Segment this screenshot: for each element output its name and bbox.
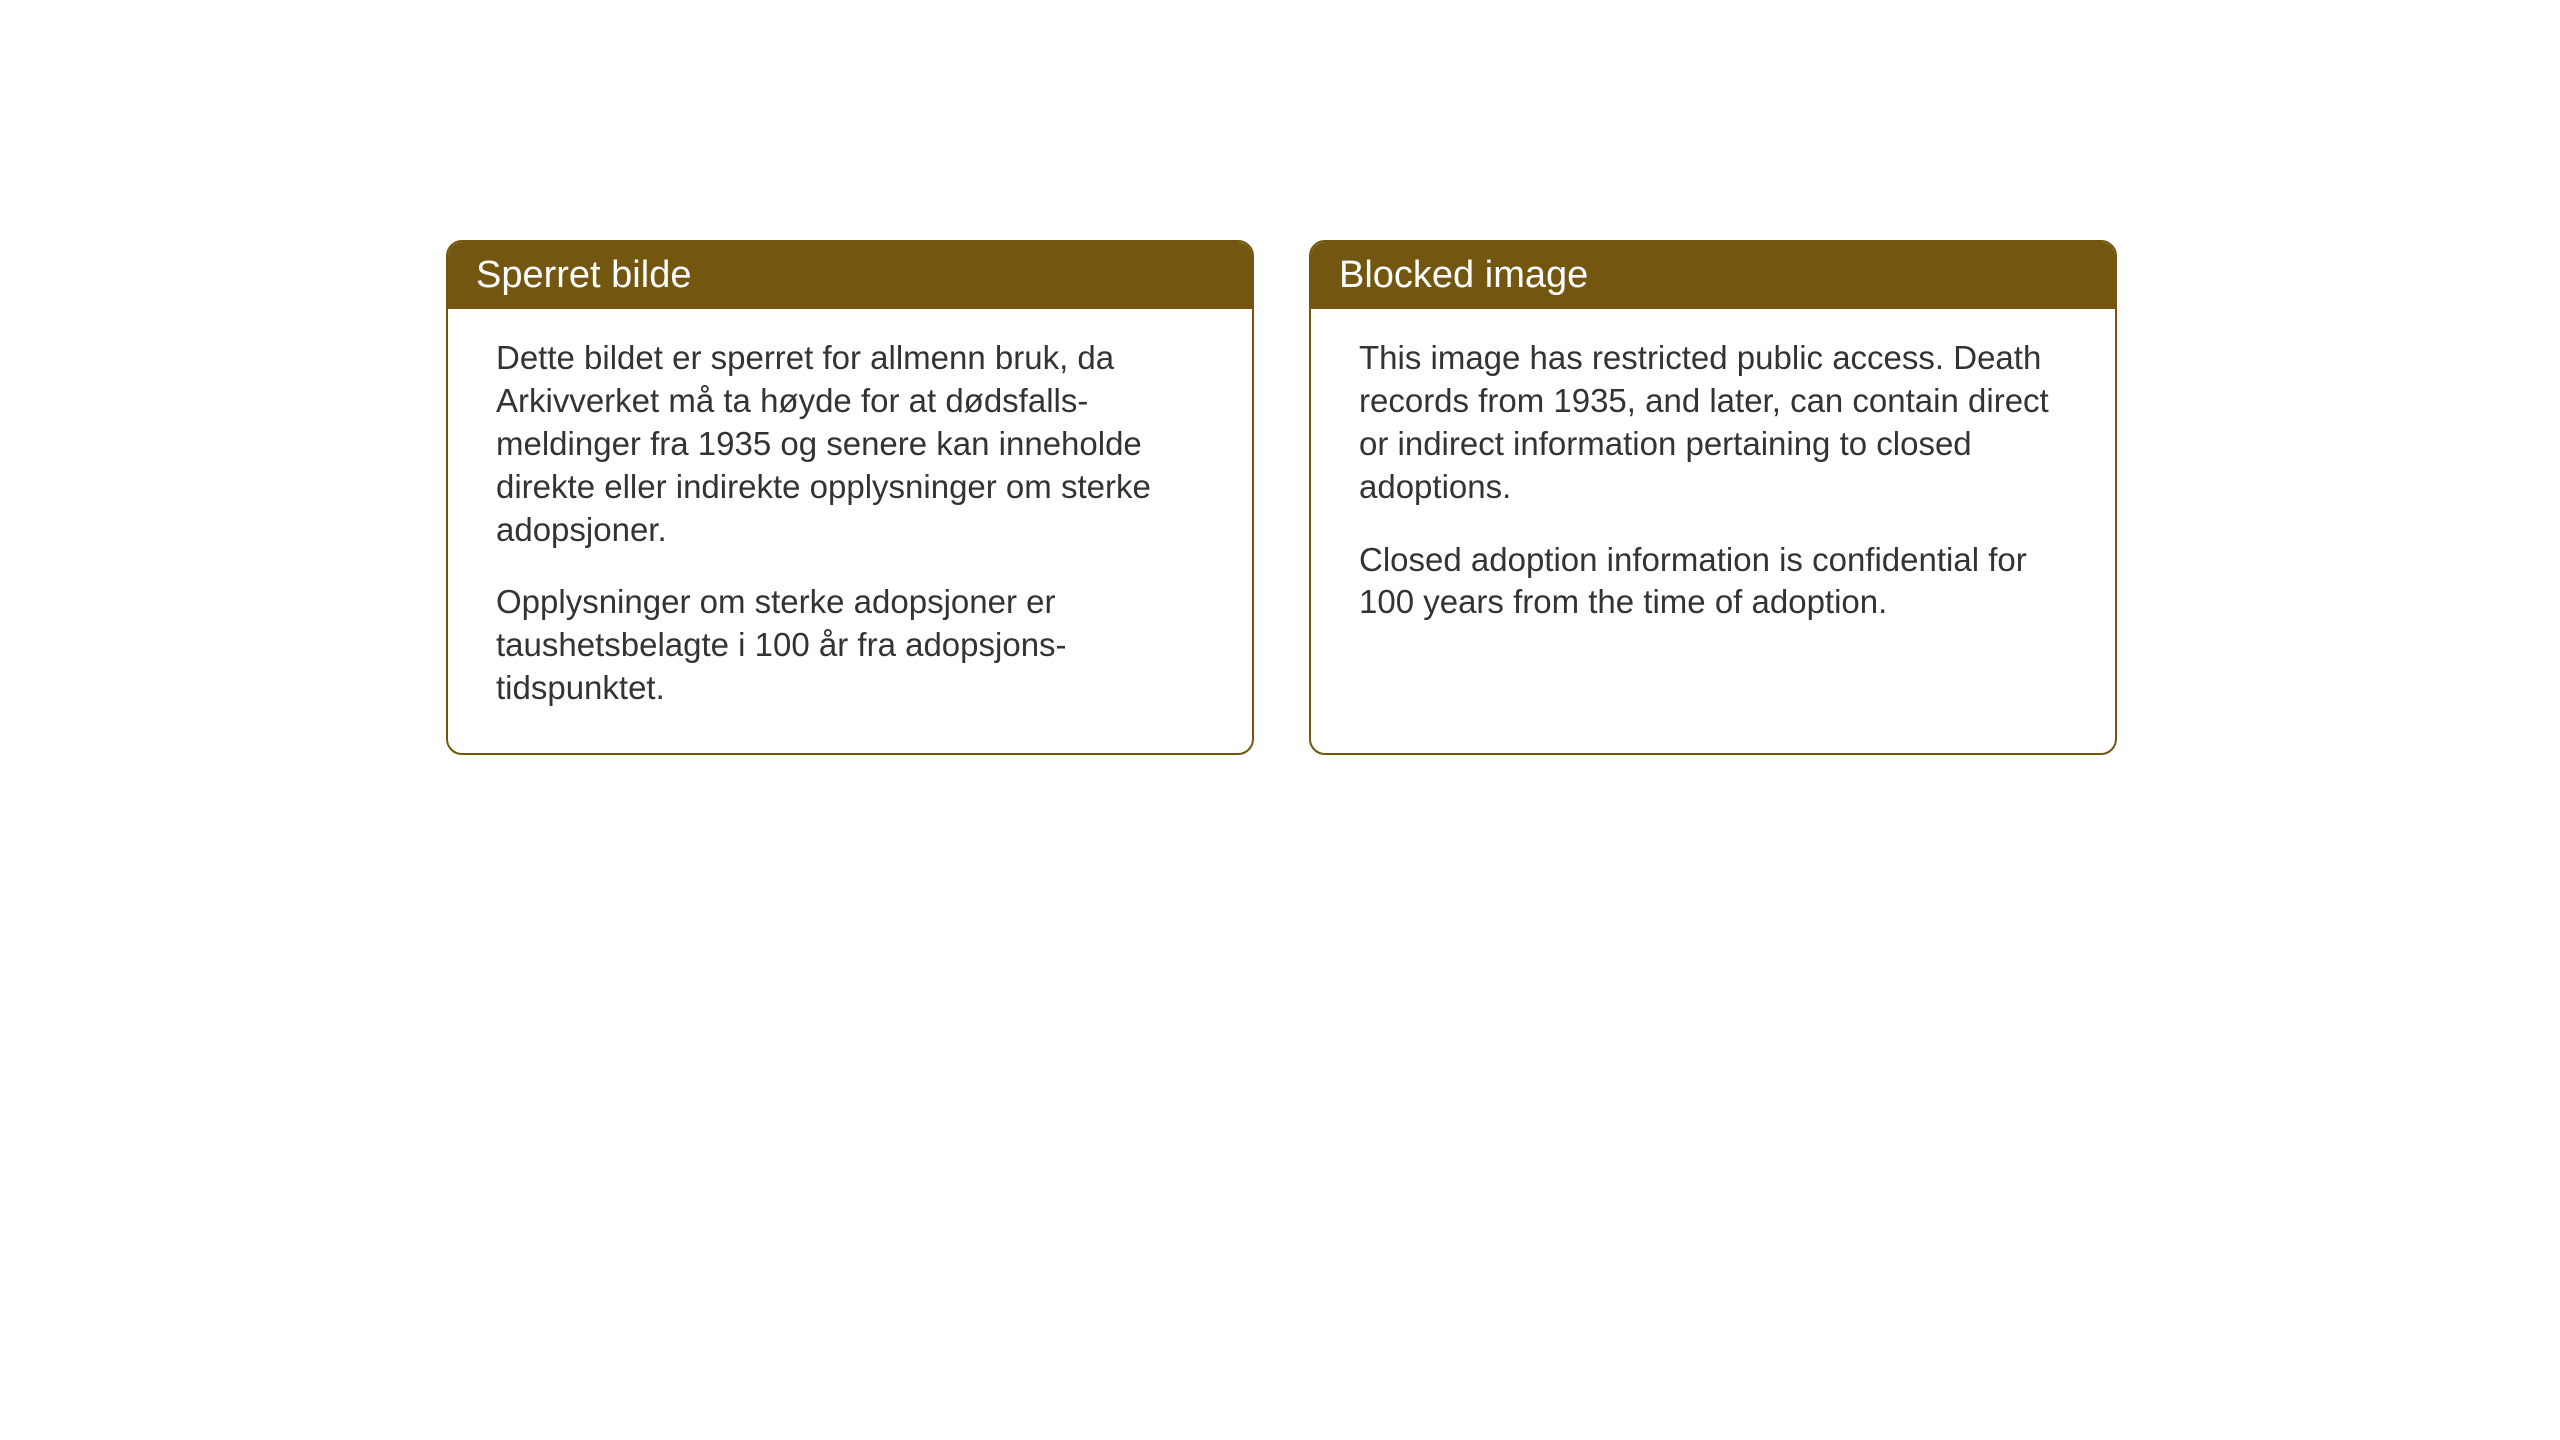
notice-cards-container: Sperret bilde Dette bildet er sperret fo…: [446, 240, 2560, 755]
english-card-title: Blocked image: [1311, 242, 2115, 309]
norwegian-card-title: Sperret bilde: [448, 242, 1252, 309]
norwegian-paragraph-1: Dette bildet er sperret for allmenn bruk…: [496, 337, 1204, 551]
english-card-body: This image has restricted public access.…: [1311, 309, 2115, 753]
english-notice-card: Blocked image This image has restricted …: [1309, 240, 2117, 755]
english-paragraph-1: This image has restricted public access.…: [1359, 337, 2067, 509]
english-paragraph-2: Closed adoption information is confident…: [1359, 539, 2067, 625]
norwegian-paragraph-2: Opplysninger om sterke adopsjoner er tau…: [496, 581, 1204, 710]
norwegian-card-body: Dette bildet er sperret for allmenn bruk…: [448, 309, 1252, 753]
norwegian-notice-card: Sperret bilde Dette bildet er sperret fo…: [446, 240, 1254, 755]
